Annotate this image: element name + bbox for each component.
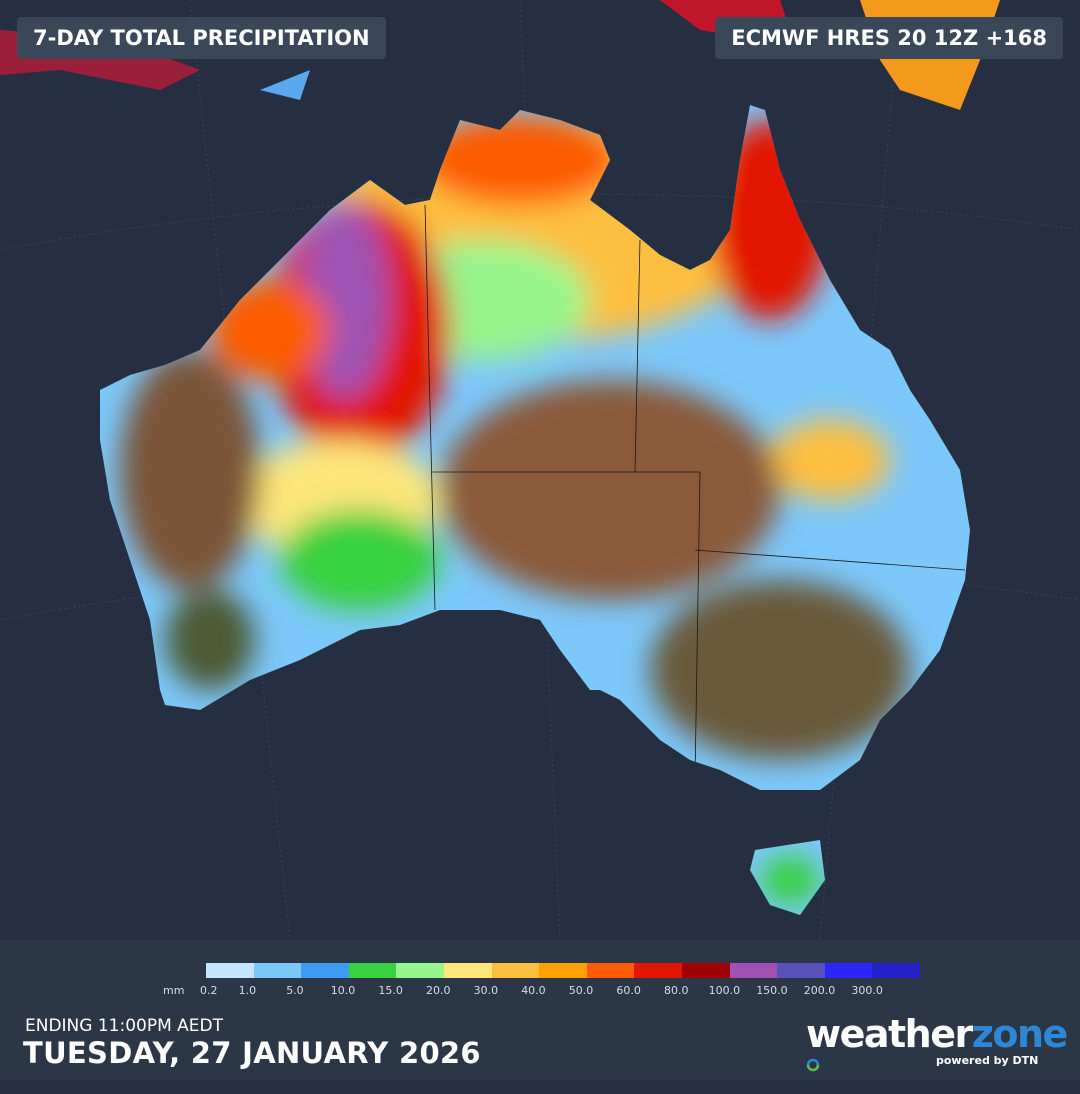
legend-label: 80.0 <box>664 984 689 997</box>
legend-label: 150.0 <box>756 984 788 997</box>
ending-time: ENDING 11:00PM AEDT <box>25 1016 224 1036</box>
legend-swatch <box>586 963 635 978</box>
legend-swatch <box>253 963 302 978</box>
logo-ring-icon <box>806 1058 820 1072</box>
legend-label: 1.0 <box>238 984 257 997</box>
state-borders <box>424 204 966 781</box>
legend-swatch <box>206 963 254 978</box>
precipitation-map <box>0 0 1080 940</box>
legend-swatch <box>777 963 825 978</box>
weatherzone-logo: weatherzone powered by DTN <box>806 1014 1080 1094</box>
legend-label: 100.0 <box>708 984 741 997</box>
legend-swatch <box>348 963 397 978</box>
legend-label: 50.0 <box>568 984 594 997</box>
legend-label: 10.0 <box>330 984 356 997</box>
legend-label: 60.0 <box>616 984 641 997</box>
legend-label: 30.0 <box>473 984 499 997</box>
legend-unit: mm <box>163 984 185 997</box>
legend-label: 0.2 <box>200 984 218 997</box>
legend-swatch <box>634 963 682 978</box>
legend-label: 300.0 <box>851 984 883 997</box>
legend-label: 20.0 <box>426 984 451 997</box>
legend-swatch <box>301 963 349 978</box>
australia-land <box>100 105 970 915</box>
legend-swatch <box>396 963 444 978</box>
precipitation-legend <box>206 963 920 978</box>
legend-labels: mm 0.2 1.0 5.0 10.0 15.0 20.0 30.0 40.0 50.0 60.0… <box>160 984 960 1000</box>
legend-swatch <box>824 963 873 978</box>
forecast-date: TUESDAY, 27 JANUARY 2026 <box>23 1036 481 1070</box>
legend-swatch <box>729 963 778 978</box>
legend-label: 40.0 <box>521 984 546 997</box>
legend-swatch <box>491 963 540 978</box>
legend-swatch <box>539 963 587 978</box>
legend-label: 15.0 <box>378 984 403 997</box>
legend-swatch <box>443 963 492 978</box>
model-run-label: ECMWF HRES 20 12Z +168 <box>715 17 1063 59</box>
legend-swatch <box>681 963 730 978</box>
map-title: 7-DAY TOTAL PRECIPITATION <box>17 17 386 59</box>
legend-label: 5.0 <box>286 984 304 997</box>
legend-swatch <box>872 963 920 978</box>
legend-label: 200.0 <box>803 984 836 997</box>
